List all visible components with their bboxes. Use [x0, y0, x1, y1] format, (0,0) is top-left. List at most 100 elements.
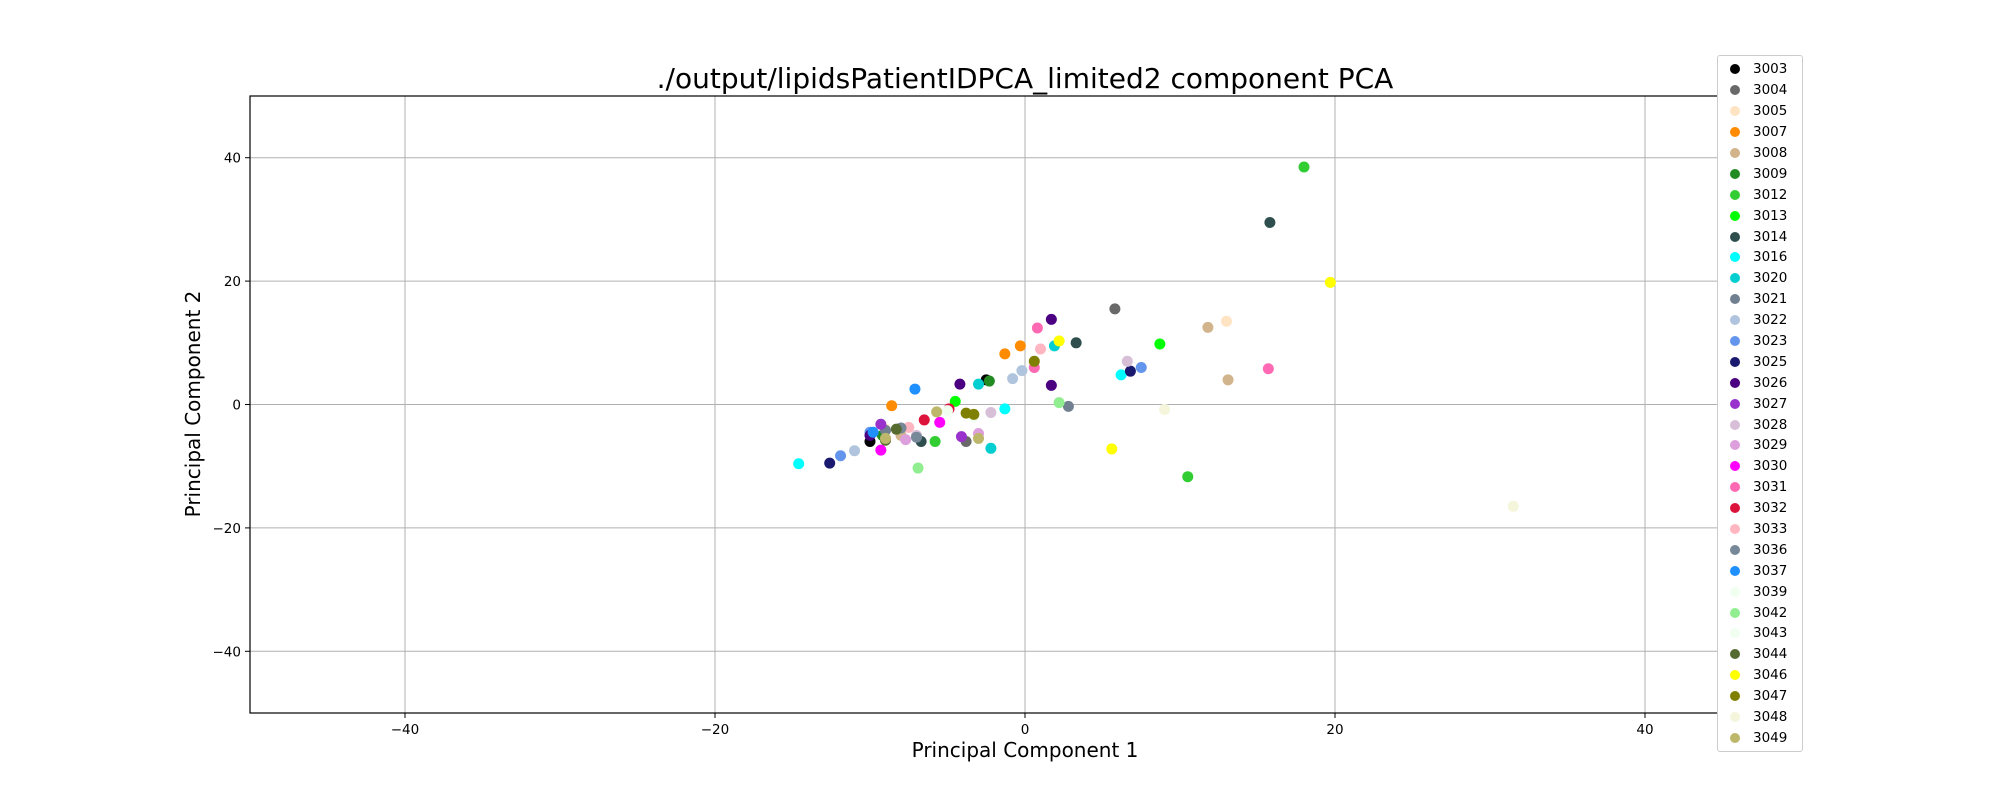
y-tick-label: −40: [213, 644, 242, 660]
legend-item-3007: 3007: [1718, 122, 1802, 143]
scatter-point-3013: [1154, 338, 1166, 350]
legend-item-3004: 3004: [1718, 80, 1802, 101]
legend-label: 3023: [1753, 333, 1788, 350]
chart-title: ./output/lipidsPatientIDPCA_limited2 com…: [657, 62, 1394, 95]
scatter-point-3037: [909, 383, 921, 395]
scatter-point-3026: [1045, 313, 1057, 325]
legend-marker: [1730, 544, 1740, 555]
x-tick-label: −20: [701, 722, 730, 738]
legend-label: 3032: [1753, 500, 1788, 517]
legend-label: 3029: [1753, 437, 1788, 454]
x-tick-label: 0: [1021, 722, 1030, 738]
scatter-point-3020: [973, 378, 984, 390]
legend-label: 3008: [1753, 145, 1788, 161]
legend-item-3032: 3032: [1718, 498, 1802, 519]
legend-marker: [1730, 565, 1740, 576]
legend-label: 3016: [1753, 249, 1788, 266]
legend-marker: [1730, 649, 1740, 660]
legend-marker: [1730, 524, 1740, 535]
legend-marker: [1730, 168, 1740, 179]
scatter-point-3037: [867, 426, 879, 438]
legend-item-3047: 3047: [1718, 686, 1802, 707]
legend-item-3014: 3014: [1718, 226, 1802, 247]
legend-label: 3046: [1753, 667, 1788, 684]
scatter-point-3023: [1135, 361, 1147, 373]
data-points: [793, 161, 1519, 512]
scatter-point-3027: [955, 431, 967, 443]
legend-label: 3042: [1753, 604, 1788, 621]
legend-item-3030: 3030: [1718, 456, 1802, 477]
legend-item-3036: 3036: [1718, 539, 1802, 560]
legend-label: 3013: [1753, 207, 1788, 224]
legend-marker: [1730, 231, 1740, 242]
legend-item-3023: 3023: [1718, 331, 1802, 352]
legend-item-3016: 3016: [1718, 247, 1802, 268]
legend-label: 3048: [1753, 709, 1788, 726]
x-tick-label: 20: [1326, 722, 1343, 738]
scatter-point-3031: [1031, 322, 1043, 334]
legend-marker: [1730, 586, 1740, 597]
legend-item-3008: 3008: [1718, 143, 1802, 164]
scatter-point-3033: [1035, 343, 1046, 355]
legend-label: 3003: [1753, 61, 1788, 78]
legend-marker: [1730, 377, 1740, 388]
legend-marker: [1730, 64, 1740, 75]
legend-marker: [1730, 461, 1740, 472]
scatter-point-3031: [1262, 363, 1274, 375]
legend-marker: [1730, 127, 1740, 138]
legend-marker: [1730, 419, 1740, 430]
legend-item-3029: 3029: [1718, 435, 1802, 456]
scatter-point-3026: [954, 378, 966, 390]
y-tick-label: 40: [224, 151, 241, 167]
legend-marker: [1730, 440, 1740, 451]
scatter-point-3022: [1016, 365, 1028, 377]
scatter-point-3022: [1007, 373, 1019, 385]
x-tick-label: 40: [1636, 722, 1653, 738]
scatter-point-3026: [1045, 379, 1057, 391]
scatter-point-3047: [1028, 355, 1040, 367]
scatter-point-3025: [1124, 365, 1136, 377]
scatter-point-3007: [886, 400, 898, 412]
legend-label: 3036: [1753, 541, 1788, 558]
legend-marker: [1730, 210, 1740, 221]
legend-item-3026: 3026: [1718, 372, 1802, 393]
legend-marker: [1730, 106, 1740, 117]
scatter-point-3044: [890, 423, 902, 435]
legend-label: 3033: [1753, 521, 1788, 538]
legend-label: 3009: [1753, 165, 1788, 182]
legend-marker: [1730, 732, 1740, 743]
scatter-point-3048: [1507, 500, 1519, 512]
scatter-point-3023: [835, 450, 847, 462]
scatter-point-3036: [911, 431, 922, 443]
legend-label: 3014: [1753, 228, 1788, 245]
legend-marker: [1730, 356, 1740, 367]
scatter-point-3016: [1115, 369, 1127, 381]
scatter-point-3012: [929, 436, 941, 448]
scatter-point-3007: [1014, 340, 1026, 352]
scatter-point-3016: [793, 458, 805, 470]
legend: 3003 3004 3005 3007 3008 3009 3012 3013 3014 3016…: [1717, 55, 1803, 753]
legend-item-3022: 3022: [1718, 310, 1802, 331]
scatter-point-3047: [960, 407, 972, 419]
legend-item-3009: 3009: [1718, 163, 1802, 184]
legend-marker: [1730, 273, 1740, 284]
legend-label: 3049: [1753, 729, 1788, 746]
legend-item-3031: 3031: [1718, 477, 1802, 498]
x-tick-label: −40: [391, 722, 420, 738]
legend-label: 3007: [1753, 124, 1788, 141]
scatter-point-3007: [999, 348, 1011, 360]
legend-marker: [1730, 148, 1740, 158]
scatter-point-3022: [849, 445, 860, 457]
scatter-point-3016: [999, 403, 1011, 415]
x-axis-label: Principal Component 1: [912, 738, 1139, 762]
legend-item-3028: 3028: [1718, 414, 1802, 435]
legend-item-3037: 3037: [1718, 560, 1802, 581]
legend-item-3046: 3046: [1718, 665, 1802, 686]
legend-marker: [1730, 398, 1740, 409]
legend-item-3003: 3003: [1718, 59, 1802, 80]
legend-item-3025: 3025: [1718, 351, 1802, 372]
legend-label: 3028: [1753, 416, 1788, 433]
legend-item-3005: 3005: [1718, 101, 1802, 122]
legend-label: 3005: [1753, 103, 1788, 120]
scatter-point-3039: [942, 405, 953, 417]
